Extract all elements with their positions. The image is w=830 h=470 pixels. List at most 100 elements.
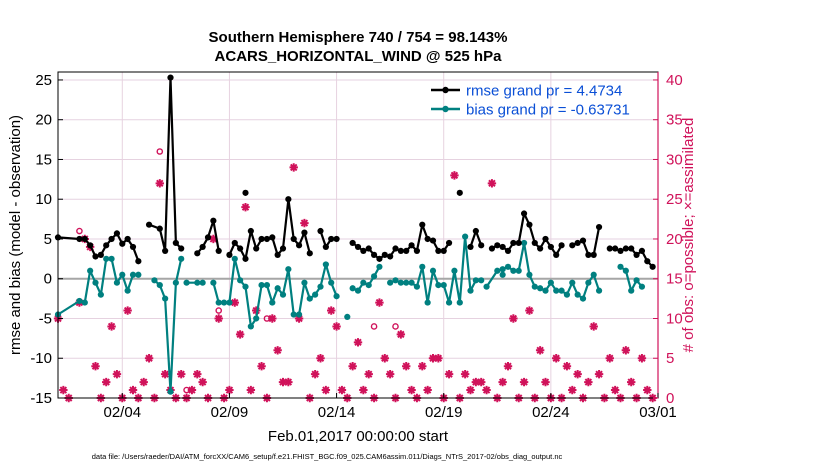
obs-assimilated-marker: [112, 369, 122, 379]
obs-assimilated-marker: [310, 369, 320, 379]
obs-assimilated-marker: [380, 354, 389, 363]
obs-assimilated-marker: [643, 385, 652, 395]
bias-point: [162, 295, 169, 302]
bias-point: [103, 255, 110, 262]
data-file-footnote: data file: /Users/raeder/DAI/ATM_forcXX/…: [92, 452, 563, 461]
bias-point: [494, 267, 501, 274]
rmse-point: [349, 239, 356, 247]
obs-assimilated-marker: [107, 322, 116, 331]
rmse-point: [478, 242, 485, 249]
obs-assimilated-marker: [235, 330, 245, 339]
rmse-point: [413, 247, 421, 255]
obs-assimilated-marker: [332, 322, 341, 331]
obs-assimilated-marker: [91, 361, 100, 371]
bias-point: [365, 281, 372, 289]
bias-point: [124, 287, 131, 294]
obs-assimilated-marker: [177, 369, 186, 379]
obs-assimilated-marker: [637, 354, 647, 363]
obs-assimilated-marker: [460, 369, 470, 379]
bias-point: [392, 277, 399, 284]
rmse-point: [520, 210, 528, 217]
bias-point: [172, 279, 179, 286]
bias-point: [526, 271, 533, 278]
y-left-tick-label: 10: [35, 191, 52, 208]
bias-point: [403, 279, 410, 286]
bias-point: [237, 277, 244, 284]
bias-point: [542, 287, 549, 294]
rmse-point: [210, 217, 217, 224]
bias-point: [633, 277, 640, 284]
rmse-point: [542, 235, 549, 243]
y-left-tick-label: -5: [39, 310, 52, 327]
rmse-point: [162, 247, 169, 255]
rmse-point: [638, 247, 646, 255]
rmse-point: [76, 235, 83, 243]
bias-point: [424, 299, 431, 306]
obs-assimilated-marker: [193, 369, 202, 379]
obs-assimilated-marker: [155, 179, 164, 188]
bias-point: [328, 279, 335, 286]
x-tick-label: 02/04: [104, 404, 142, 421]
legend-rmse-marker: [442, 86, 449, 94]
obs-assimilated-marker: [316, 354, 325, 363]
obs-assimilated-marker: [450, 171, 459, 180]
bias-point: [301, 279, 308, 286]
y-right-tick-label: 15: [666, 271, 683, 288]
bias-point: [322, 261, 329, 268]
bias-point: [429, 267, 437, 274]
bias-point: [167, 388, 174, 395]
rmse-point: [622, 245, 629, 252]
bias-point: [467, 287, 474, 294]
obs-assimilated-marker: [487, 179, 497, 188]
obs-assimilated-marker: [327, 306, 336, 315]
rmse-point: [263, 235, 271, 243]
bias-point: [387, 279, 394, 286]
obs-assimilated-marker: [444, 369, 454, 379]
bias-point: [376, 263, 383, 270]
y-right-tick-label: 20: [666, 231, 683, 248]
bias-point: [472, 277, 479, 284]
bias-point: [499, 266, 506, 273]
obs-assimilated-marker: [278, 377, 288, 387]
bias-point: [590, 271, 597, 278]
bias-point: [595, 287, 603, 294]
legend-bias-label: bias grand pr = -0.63731: [466, 102, 630, 119]
bias-point: [253, 315, 260, 322]
rmse-point: [590, 251, 597, 258]
bias-point: [151, 277, 158, 284]
obs-assimilated-marker: [584, 377, 593, 387]
rmse-point: [242, 189, 249, 196]
rmse-point: [397, 247, 404, 255]
obs-assimilated-marker: [198, 377, 207, 387]
obs-assimilated-marker: [160, 369, 170, 379]
y-right-tick-label: 40: [666, 72, 683, 89]
rmse-point: [515, 239, 522, 247]
obs-assimilated-marker: [187, 385, 197, 395]
rmse-point: [231, 239, 238, 247]
rmse-point: [510, 239, 517, 247]
bias-point: [563, 291, 571, 298]
rmse-point: [633, 251, 640, 258]
bias-point: [285, 266, 292, 273]
bias-point: [569, 279, 576, 286]
bias-point: [135, 271, 142, 278]
rmse-point: [258, 235, 265, 243]
obs-assimilated-marker: [102, 377, 111, 387]
rmse-point: [419, 221, 426, 228]
rmse-point: [81, 235, 88, 243]
legend-bias-marker: [442, 105, 449, 113]
bias-point: [113, 279, 121, 286]
obs-assimilated-marker: [434, 354, 443, 363]
bias-point: [220, 299, 228, 306]
bias-point: [574, 291, 581, 298]
bias-point: [226, 299, 233, 306]
obs-assimilated-marker: [337, 385, 347, 395]
bias-point: [585, 279, 592, 286]
obs-possible-marker: [183, 386, 190, 394]
rmse-point: [644, 258, 651, 265]
bias-point: [360, 279, 367, 286]
obs-assimilated-marker: [589, 322, 598, 331]
obs-assimilated-marker: [509, 314, 518, 323]
obs-assimilated-marker: [568, 385, 577, 395]
